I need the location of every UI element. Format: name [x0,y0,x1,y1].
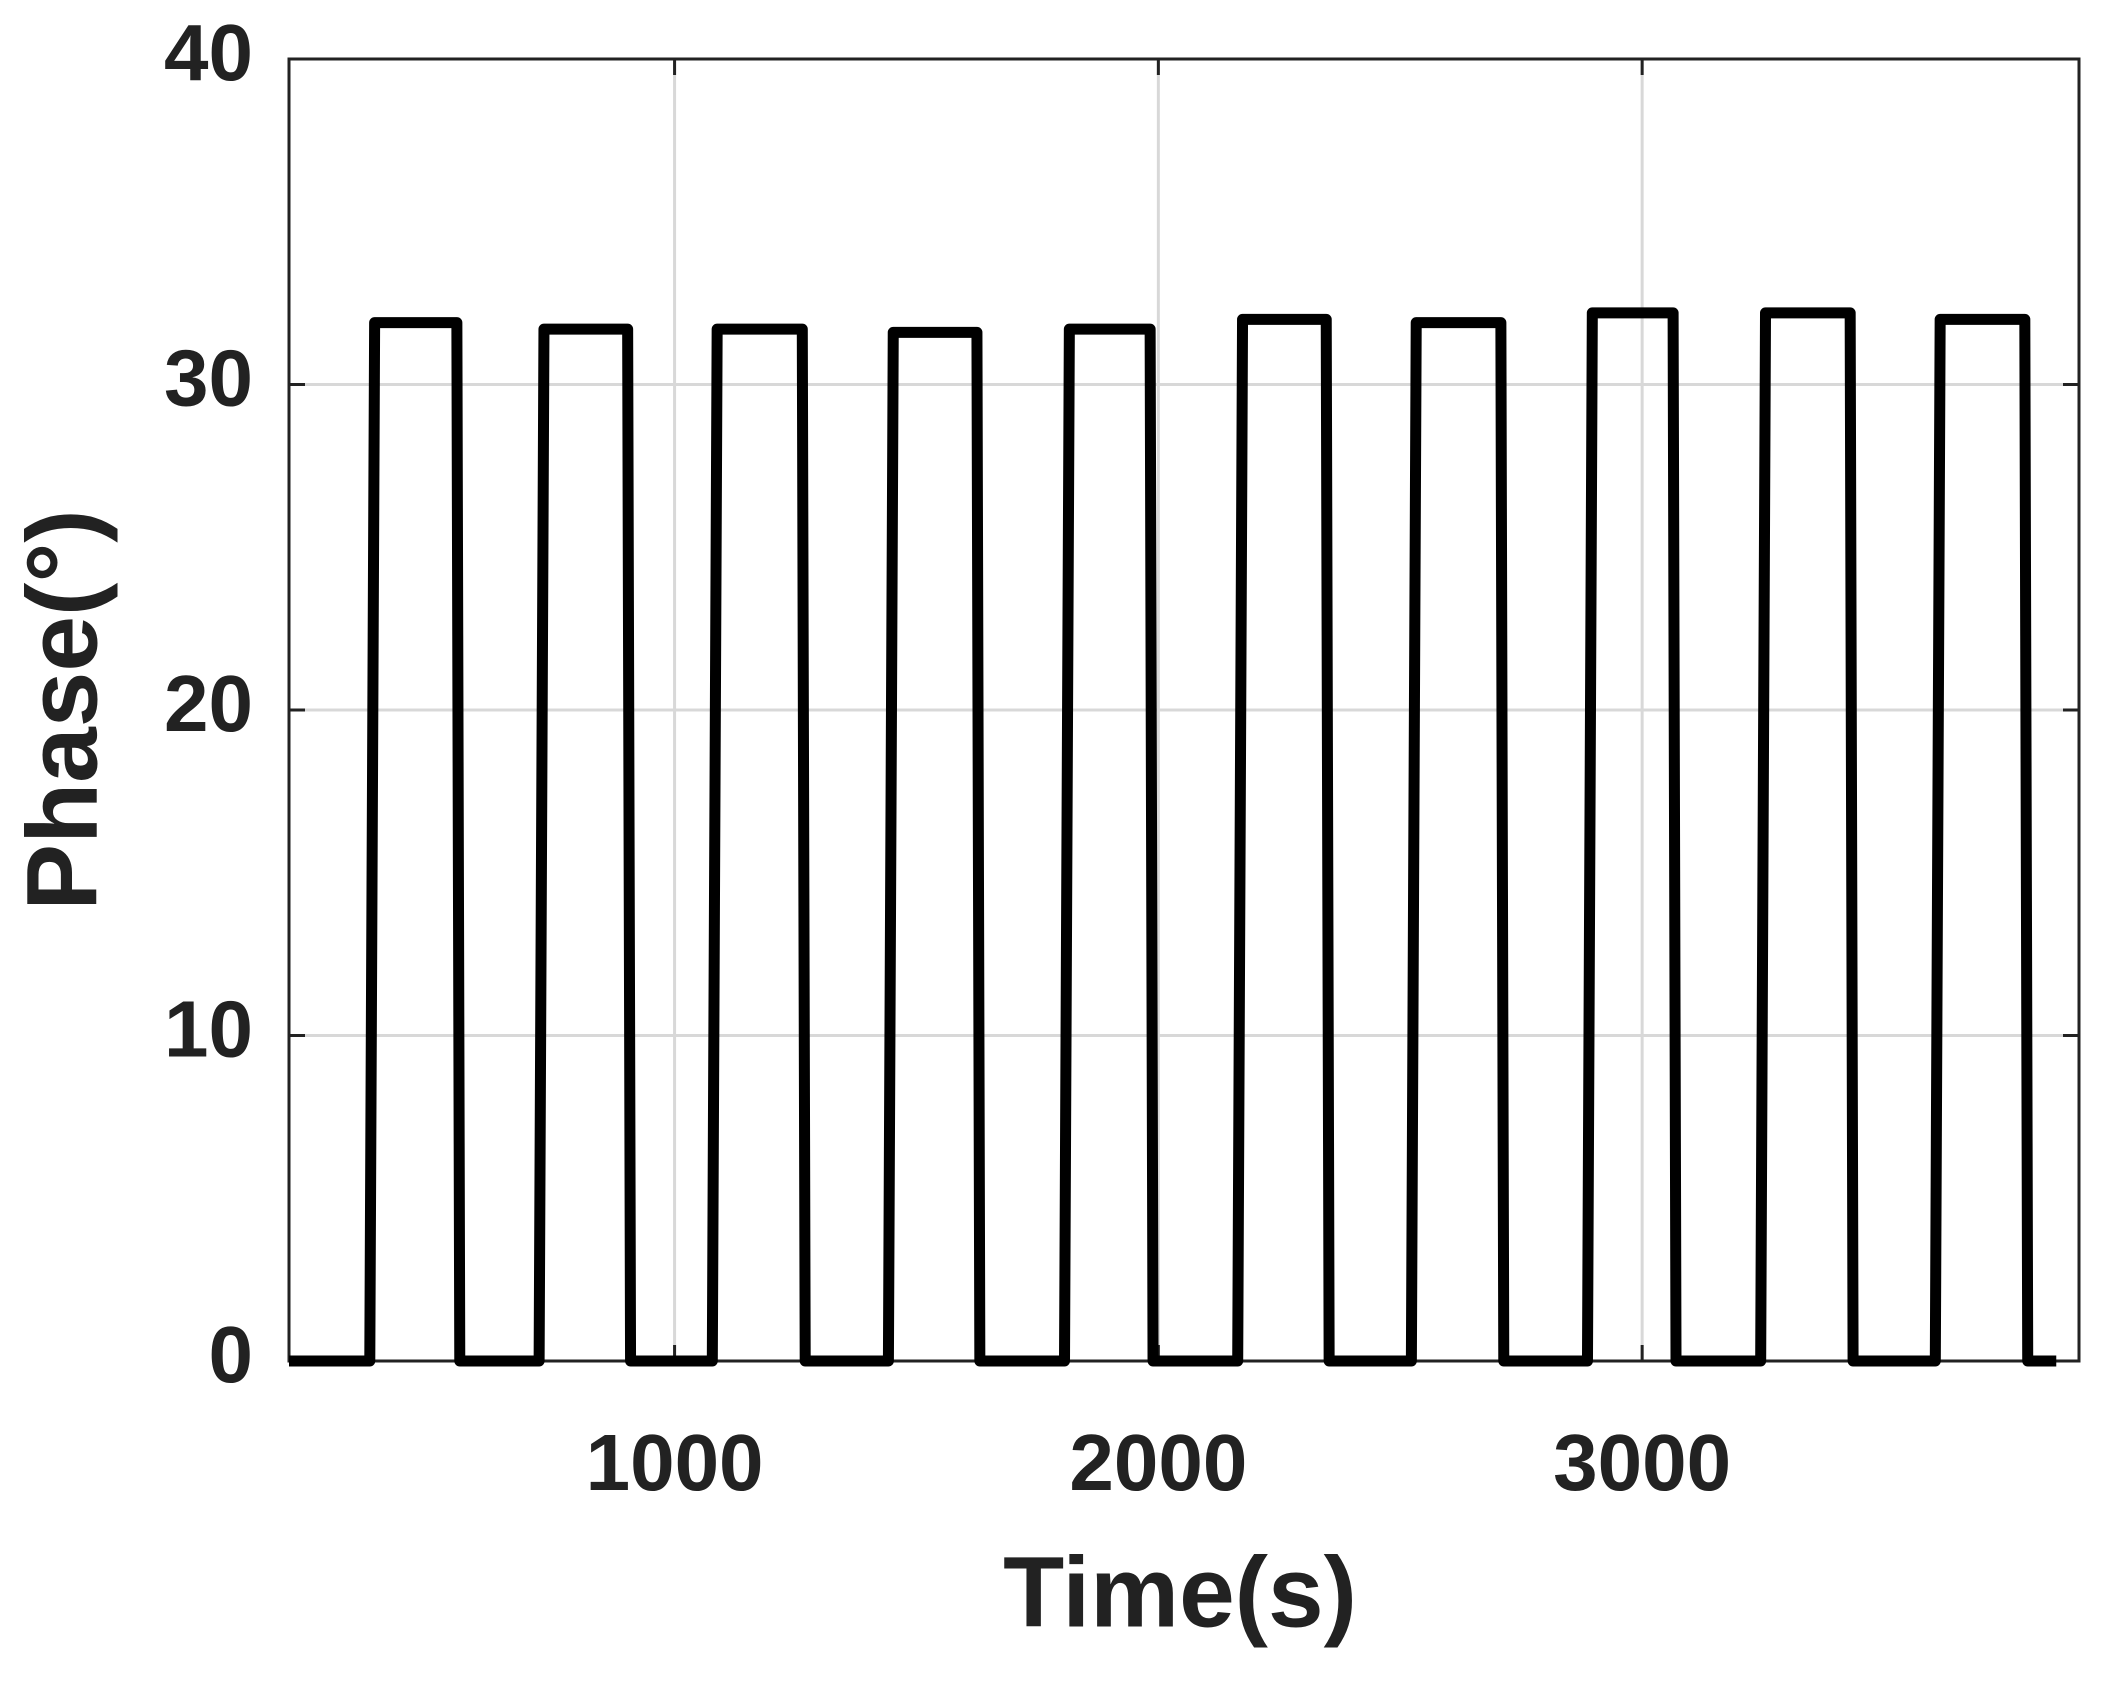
data-line [289,307,2057,1367]
y-tick-label: 30 [164,334,253,423]
y-tick-label: 20 [164,659,253,748]
x-tick-label: 1000 [586,1418,764,1507]
y-tick-label: 0 [209,1310,254,1399]
x-tick-label: 2000 [1069,1418,1247,1507]
y-tick-label: 10 [164,985,253,1074]
x-tick-label: 3000 [1553,1418,1731,1507]
x-axis-label: Time(s) [1003,1536,1357,1648]
y-tick-label: 40 [164,8,253,97]
y-axis-label: Phase(°) [6,509,118,910]
